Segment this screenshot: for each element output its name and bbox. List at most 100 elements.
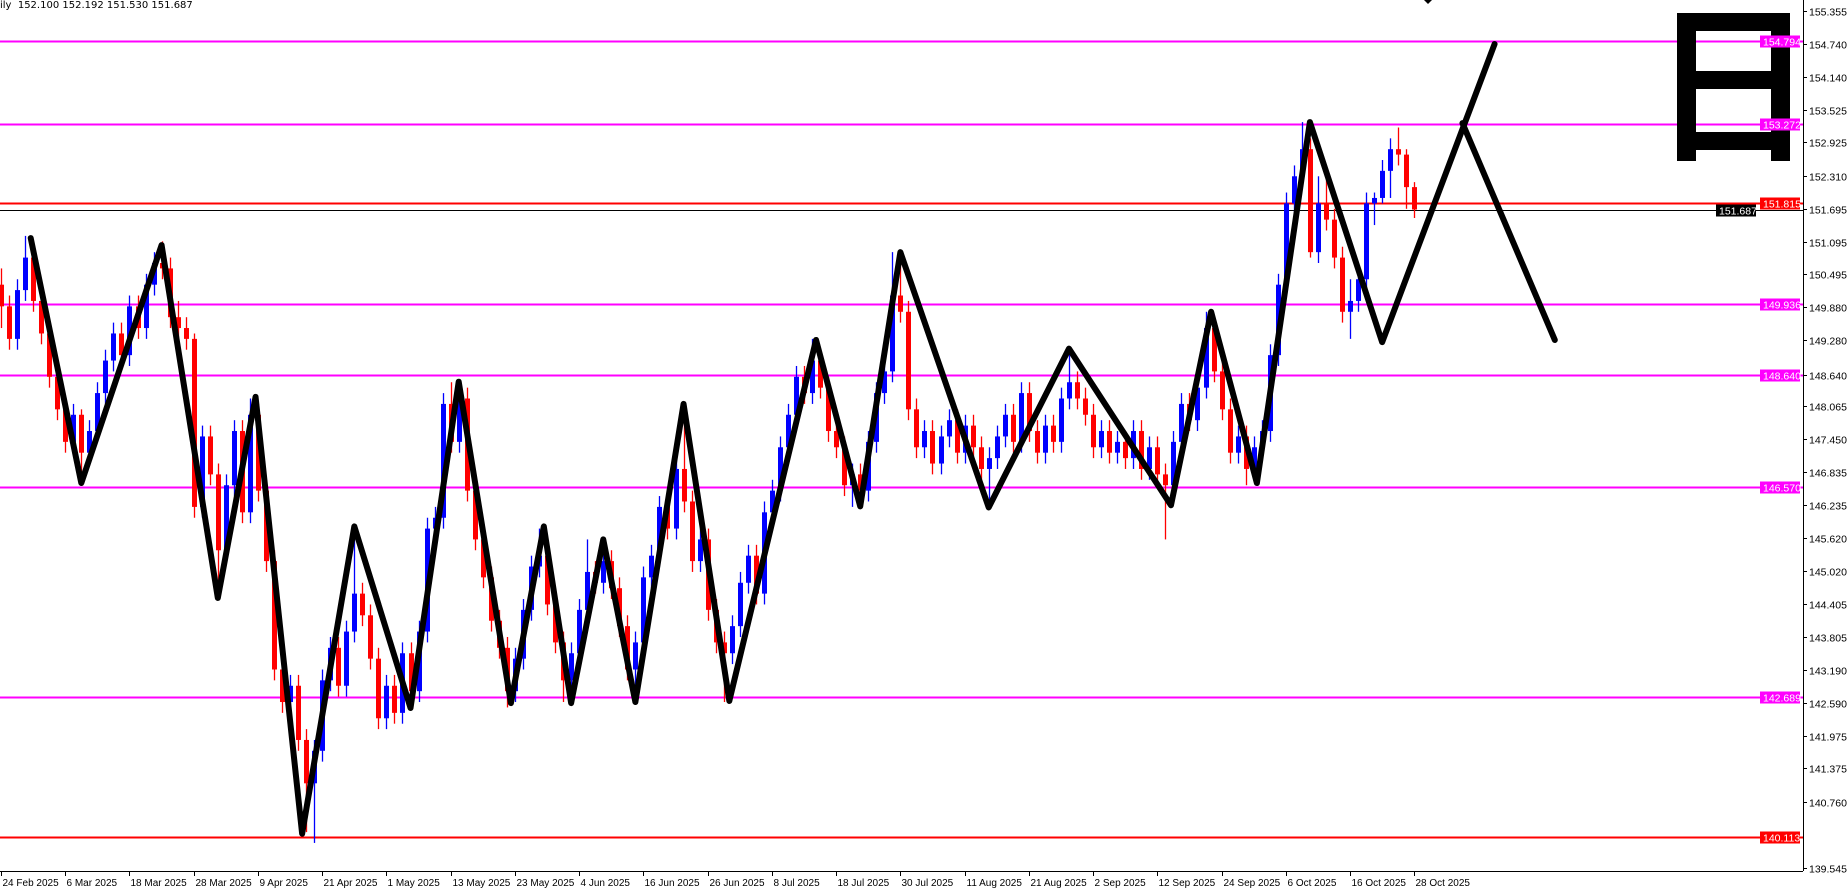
candle-bearish <box>971 414 976 459</box>
candle-bullish <box>674 458 679 540</box>
candle-body <box>39 300 44 334</box>
candle-bearish <box>1228 398 1233 464</box>
candle-bullish <box>730 615 735 665</box>
candle-bearish <box>1075 371 1080 410</box>
day-logo <box>1677 13 1790 161</box>
level-label-bg <box>1760 369 1800 382</box>
candle-body <box>55 376 60 410</box>
price-tick-label: 148.640 <box>1809 371 1847 383</box>
candle-body <box>1091 414 1096 448</box>
candle-body <box>71 414 76 442</box>
candle-bullish <box>1348 279 1353 339</box>
candle-bullish <box>649 544 654 589</box>
level-label-bg <box>1760 197 1800 210</box>
candle-body <box>698 539 703 562</box>
date-tick-label: 28 Mar 2025 <box>196 878 253 889</box>
price-tick-label: 143.190 <box>1809 666 1847 678</box>
chart-header-ohlc: ily 152.100 152.192 151.530 151.687 <box>0 0 193 11</box>
price-tick-label: 141.975 <box>1809 732 1847 744</box>
candle-bearish <box>368 604 373 670</box>
date-tick-label: 16 Oct 2025 <box>1352 878 1407 889</box>
candle-bullish <box>922 420 927 459</box>
candle-body <box>1171 441 1176 486</box>
candle-bullish <box>1364 192 1369 291</box>
level-labels: 154.794 153.272 151.815 151.687 149.936 148.6… <box>1716 35 1801 845</box>
price-tick-label: 145.020 <box>1809 567 1847 579</box>
level-label-bg <box>1760 35 1800 48</box>
candle-body <box>1067 382 1072 399</box>
candle-body <box>633 642 638 670</box>
candle-body <box>826 387 831 432</box>
candle-bearish <box>7 295 12 350</box>
price-tick-label: 147.450 <box>1809 435 1847 447</box>
candle-body <box>786 414 791 448</box>
candle-body <box>95 393 100 432</box>
candle-body <box>818 360 823 388</box>
candle-body <box>1115 441 1120 453</box>
level-label: 149.936 <box>1763 300 1801 312</box>
candle-body <box>569 653 574 681</box>
candle-body <box>1195 387 1200 421</box>
candle-bullish <box>352 528 357 643</box>
candle-body <box>810 360 815 394</box>
candle-body <box>1396 149 1401 155</box>
candle-bearish <box>1139 420 1144 480</box>
candle-bearish <box>0 268 4 329</box>
level-label: 148.640 <box>1763 371 1801 383</box>
price-tick-label: 149.880 <box>1809 303 1847 315</box>
candle-body <box>1404 154 1409 188</box>
candle-body <box>344 631 349 686</box>
price-tick-label: 145.620 <box>1809 534 1847 546</box>
candle-body <box>1163 474 1168 486</box>
candle-bullish <box>384 674 389 730</box>
candle-bullish <box>232 420 237 497</box>
candle-body <box>971 425 976 448</box>
date-tick-label: 28 Oct 2025 <box>1416 878 1471 889</box>
candle-bearish <box>296 674 301 751</box>
candle-body <box>955 420 960 453</box>
candle-bearish <box>1083 387 1088 426</box>
level-label: 140.113 <box>1763 833 1800 845</box>
candle-body <box>47 333 52 377</box>
candle-body <box>746 555 751 583</box>
candle-bearish <box>360 582 365 627</box>
date-tick-label: 24 Sep 2025 <box>1224 878 1281 889</box>
candle-bullish <box>1115 431 1120 464</box>
candle-body <box>1228 409 1233 453</box>
candle-body <box>272 561 277 670</box>
candle-bearish <box>1308 138 1313 258</box>
candle-body <box>1388 149 1393 171</box>
price-axis[interactable]: 155.355 154.740 154.140 153.525 152.925 152.3… <box>1803 7 1847 876</box>
candle-body <box>577 609 582 654</box>
candle-bearish <box>392 674 397 724</box>
candle-body <box>939 436 944 464</box>
candle-body <box>834 431 839 448</box>
candle-bearish <box>1340 246 1345 323</box>
candle-body <box>1099 431 1104 448</box>
candle-body <box>208 436 213 475</box>
candle-body <box>0 284 4 307</box>
candles <box>0 122 1417 843</box>
candle-body <box>657 506 662 556</box>
time-axis[interactable]: 24 Feb 2025 6 Mar 2025 18 Mar 2025 28 Mar 2… <box>1 872 1471 889</box>
candle-bearish <box>1011 403 1016 453</box>
candle-body <box>898 295 903 312</box>
date-tick-label: 9 Apr 2025 <box>260 878 309 889</box>
candle-bullish <box>1059 387 1064 453</box>
candle-bearish <box>979 436 984 480</box>
candle-body <box>947 420 952 437</box>
candle-body <box>216 474 221 551</box>
candle-bullish <box>15 279 20 350</box>
level-label-bg <box>1760 481 1800 494</box>
zigzag-line <box>27 41 1498 837</box>
candle-bearish <box>216 463 221 600</box>
candle-body <box>1083 398 1088 415</box>
date-tick-label: 26 Jun 2025 <box>710 878 765 889</box>
date-tick-label: 2 Sep 2025 <box>1095 878 1147 889</box>
candle-body <box>842 447 847 486</box>
candle-body <box>545 555 550 605</box>
candle-bearish <box>1091 403 1096 459</box>
date-tick-label: 13 May 2025 <box>453 878 511 889</box>
candle-bullish <box>103 349 108 404</box>
